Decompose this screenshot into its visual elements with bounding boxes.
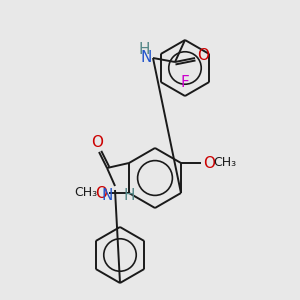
Text: O: O [197,49,209,64]
Text: O: O [203,155,215,170]
Text: CH₃: CH₃ [213,157,236,169]
Text: N: N [141,50,152,65]
Text: O: O [91,135,103,150]
Text: O: O [95,185,107,200]
Text: H: H [138,43,150,58]
Text: CH₃: CH₃ [74,187,97,200]
Text: H: H [123,188,134,203]
Text: F: F [181,75,189,90]
Text: N: N [102,188,113,203]
